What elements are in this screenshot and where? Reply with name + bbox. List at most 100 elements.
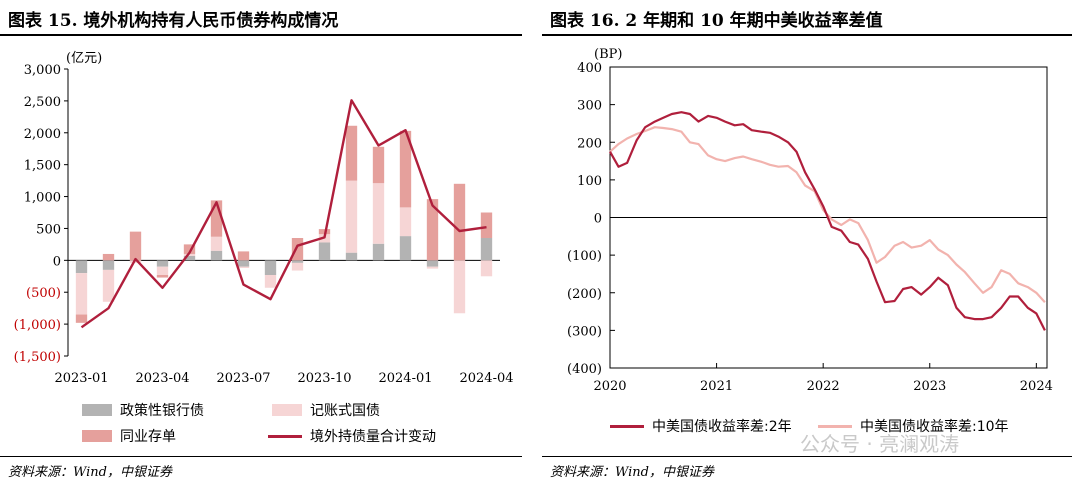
bar-segment	[210, 250, 223, 261]
legend-spread-2y: 中美国债收益率差:2年	[610, 416, 792, 436]
chart-title: 图表 15. 境外机构持有人民币债券构成情况	[8, 11, 339, 31]
x-tick-label: 2022	[807, 379, 840, 394]
y-axis-unit: (BP)	[594, 47, 622, 62]
bar-segment	[183, 253, 196, 256]
legend-ncd: 同业存单	[82, 426, 176, 446]
x-tick-label: 2020	[593, 379, 626, 394]
legend-label: 中美国债收益率差:2年	[652, 419, 792, 435]
bar-segment	[480, 260, 493, 277]
y-tick-label: 500	[36, 222, 61, 237]
title-divider	[542, 34, 1072, 36]
bar-segment	[480, 212, 493, 239]
legend-spread-10y: 中美国债收益率差:10年	[818, 416, 1009, 436]
y-tick-label: 2,000	[24, 127, 61, 142]
y-tick-label: (200)	[567, 287, 602, 302]
bar-segment	[156, 266, 169, 276]
legend-label: 境外持债量合计变动	[310, 429, 436, 445]
bar-segment	[129, 231, 142, 261]
bar-segment	[183, 244, 196, 254]
y-tick-label: (500)	[26, 286, 61, 301]
bar-segment	[156, 260, 169, 267]
footer-divider	[0, 456, 522, 457]
bar-segment	[426, 260, 439, 267]
y-axis-unit: (亿元)	[66, 51, 102, 66]
chart-title: 图表 16. 2 年期和 10 年期中美收益率差值	[550, 11, 883, 31]
legend-label: 同业存单	[120, 429, 176, 445]
bar-segment	[264, 260, 277, 276]
y-tick-label: (1,000)	[14, 318, 61, 333]
bar-segment	[291, 262, 304, 271]
footer-divider	[542, 456, 1072, 457]
x-tick-label: 2023-04	[135, 371, 189, 386]
bar-segment	[264, 275, 277, 288]
bar-segment	[372, 243, 385, 261]
panel-foreign-holdings: 图表 15. 境外机构持有人民币债券构成情况 (亿元) 3,000 2,500 2,0…	[0, 0, 530, 486]
y-tick-label: 0	[594, 212, 602, 227]
bar-segment	[291, 260, 304, 263]
bar-segment	[102, 260, 115, 270]
bar-segment	[183, 255, 196, 261]
bar-segment	[129, 260, 142, 263]
legend-treasury-bonds: 记账式国债	[272, 400, 380, 420]
y-tick-label: 2,500	[24, 95, 61, 110]
legend-total-change: 境外持债量合计变动	[268, 426, 436, 446]
y-tick-label: 3,000	[24, 63, 61, 78]
title-divider	[0, 34, 522, 36]
legend-label: 政策性银行债	[120, 403, 204, 419]
x-tick-label: 2023-10	[297, 371, 351, 386]
y-tick-label: (100)	[567, 249, 602, 264]
x-tick-label: 2023	[913, 379, 946, 394]
legend-swatch	[82, 404, 112, 416]
y-tick-label: (1,500)	[14, 350, 61, 365]
x-tick-label: 2024-01	[378, 371, 432, 386]
bar-segment	[399, 130, 412, 208]
bar-segment	[399, 236, 412, 261]
x-tick-label: 2024-04	[459, 371, 513, 386]
bar-segment	[453, 183, 466, 261]
spread-line	[609, 111, 1046, 331]
bar-segment	[318, 242, 331, 261]
total-change-line	[80, 99, 487, 329]
foreign-holdings-bar-chart: (亿元) 3,000 2,500 2,000 1,500 1,000 500 0 (500) (1…	[14, 51, 514, 386]
y-tick-label: 1,500	[24, 159, 61, 174]
x-tick-label: 2024	[1020, 379, 1053, 394]
legend-swatch	[82, 430, 112, 442]
legend-swatch	[610, 424, 644, 428]
y-tick-label: 100	[577, 174, 602, 189]
bar-segment	[345, 252, 358, 261]
legend-label: 中美国债收益率差:10年	[860, 419, 1009, 435]
source-note: 资料来源：Wind，中银证券	[8, 465, 172, 480]
bar-segment	[102, 269, 115, 302]
bar-segment	[291, 238, 304, 261]
bar-segment	[210, 200, 223, 237]
bar-segment	[75, 273, 88, 315]
bar-segment	[453, 260, 466, 314]
y-tick-label: 1,000	[24, 191, 61, 206]
legend-policy-bank-bonds: 政策性银行债	[82, 400, 204, 420]
bar-segment	[372, 183, 385, 244]
bar-segment	[75, 260, 88, 274]
bar-segment	[426, 199, 439, 261]
y-tick-label: (300)	[567, 324, 602, 339]
y-tick-label: 400	[577, 61, 602, 76]
panel-yield-spread: 图表 16. 2 年期和 10 年期中美收益率差值 (BP) 400 300 200 1…	[542, 0, 1080, 486]
bar-segment	[237, 260, 250, 267]
bar-segment	[345, 125, 358, 181]
bar-segment	[426, 266, 439, 269]
watermark: 公众号 · 亮澜观涛	[800, 432, 960, 456]
bar-segment	[345, 180, 358, 253]
source-note: 资料来源：Wind，中银证券	[550, 465, 714, 480]
bar-segment	[102, 253, 115, 261]
bar-segment	[480, 238, 493, 261]
legend-swatch	[818, 424, 852, 428]
bar-segment	[372, 146, 385, 184]
bar-segment	[210, 236, 223, 251]
x-tick-label: 2023-01	[54, 371, 108, 386]
bar-segment	[75, 314, 88, 323]
yield-spread-line-chart: (BP)400 300 200 100 0 (100) (200) (300) (400) 202…	[567, 47, 1053, 394]
y-tick-label: 0	[53, 254, 61, 269]
y-tick-label: 300	[577, 99, 602, 114]
legend-swatch	[272, 404, 302, 416]
legend-label: 记账式国债	[310, 403, 380, 419]
bar-segment	[237, 266, 250, 268]
